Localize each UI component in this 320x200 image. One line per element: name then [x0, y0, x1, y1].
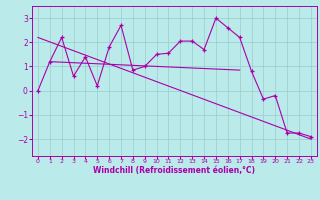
X-axis label: Windchill (Refroidissement éolien,°C): Windchill (Refroidissement éolien,°C)	[93, 166, 255, 175]
